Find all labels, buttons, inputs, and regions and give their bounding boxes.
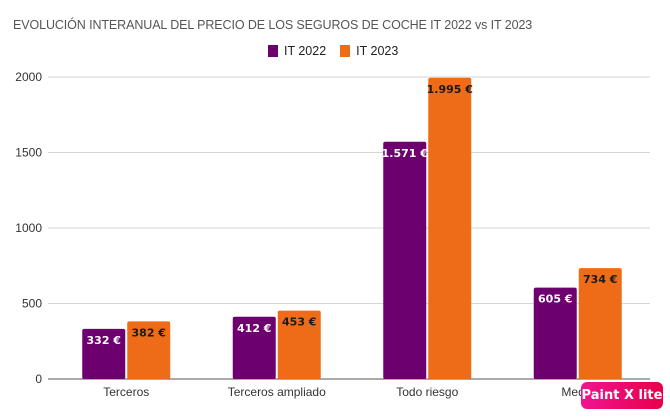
data-label: 332 €: [87, 334, 121, 347]
bar-it-2022: [232, 316, 276, 379]
bar-it-2023: [277, 310, 321, 379]
data-label: 734 €: [583, 273, 617, 286]
x-tick-label: Todo riesgo: [396, 385, 458, 399]
legend-swatch-it-2022: [268, 45, 278, 57]
data-label: 382 €: [132, 326, 166, 339]
legend: IT 2022 IT 2023: [268, 44, 412, 58]
y-tick-label: 500: [22, 297, 42, 311]
data-label: 1.995 €: [427, 83, 473, 96]
chart-title: EVOLUCIÓN INTERANUAL DEL PRECIO DE LOS S…: [13, 18, 533, 32]
legend-label-it-2023: IT 2023: [356, 44, 399, 58]
y-tick-label: 1500: [15, 146, 42, 160]
legend-item-it-2022: IT 2022: [268, 44, 326, 58]
y-tick-label: 2000: [15, 70, 42, 84]
bar-it-2023: [578, 268, 622, 379]
data-label: 412 €: [237, 322, 271, 335]
legend-swatch-it-2023: [340, 45, 351, 57]
data-label: 605 €: [538, 293, 572, 306]
y-tick-label: 1000: [15, 221, 42, 235]
legend-label-it-2022: IT 2022: [284, 44, 327, 58]
bar-it-2023: [127, 321, 171, 379]
watermark-badge: Paint X lite: [581, 382, 663, 409]
bar-it-2022: [533, 287, 577, 379]
bar-it-2022: [383, 141, 427, 379]
bar-it-2023: [428, 77, 472, 379]
y-tick-label: 0: [35, 372, 42, 386]
legend-item-it-2023: IT 2023: [340, 44, 398, 58]
x-tick-label: Terceros: [103, 385, 149, 399]
bar-it-2022: [82, 328, 126, 379]
data-label: 453 €: [282, 316, 316, 329]
data-label: 1.571 €: [382, 147, 428, 160]
x-tick-label: Terceros ampliado: [228, 385, 326, 399]
